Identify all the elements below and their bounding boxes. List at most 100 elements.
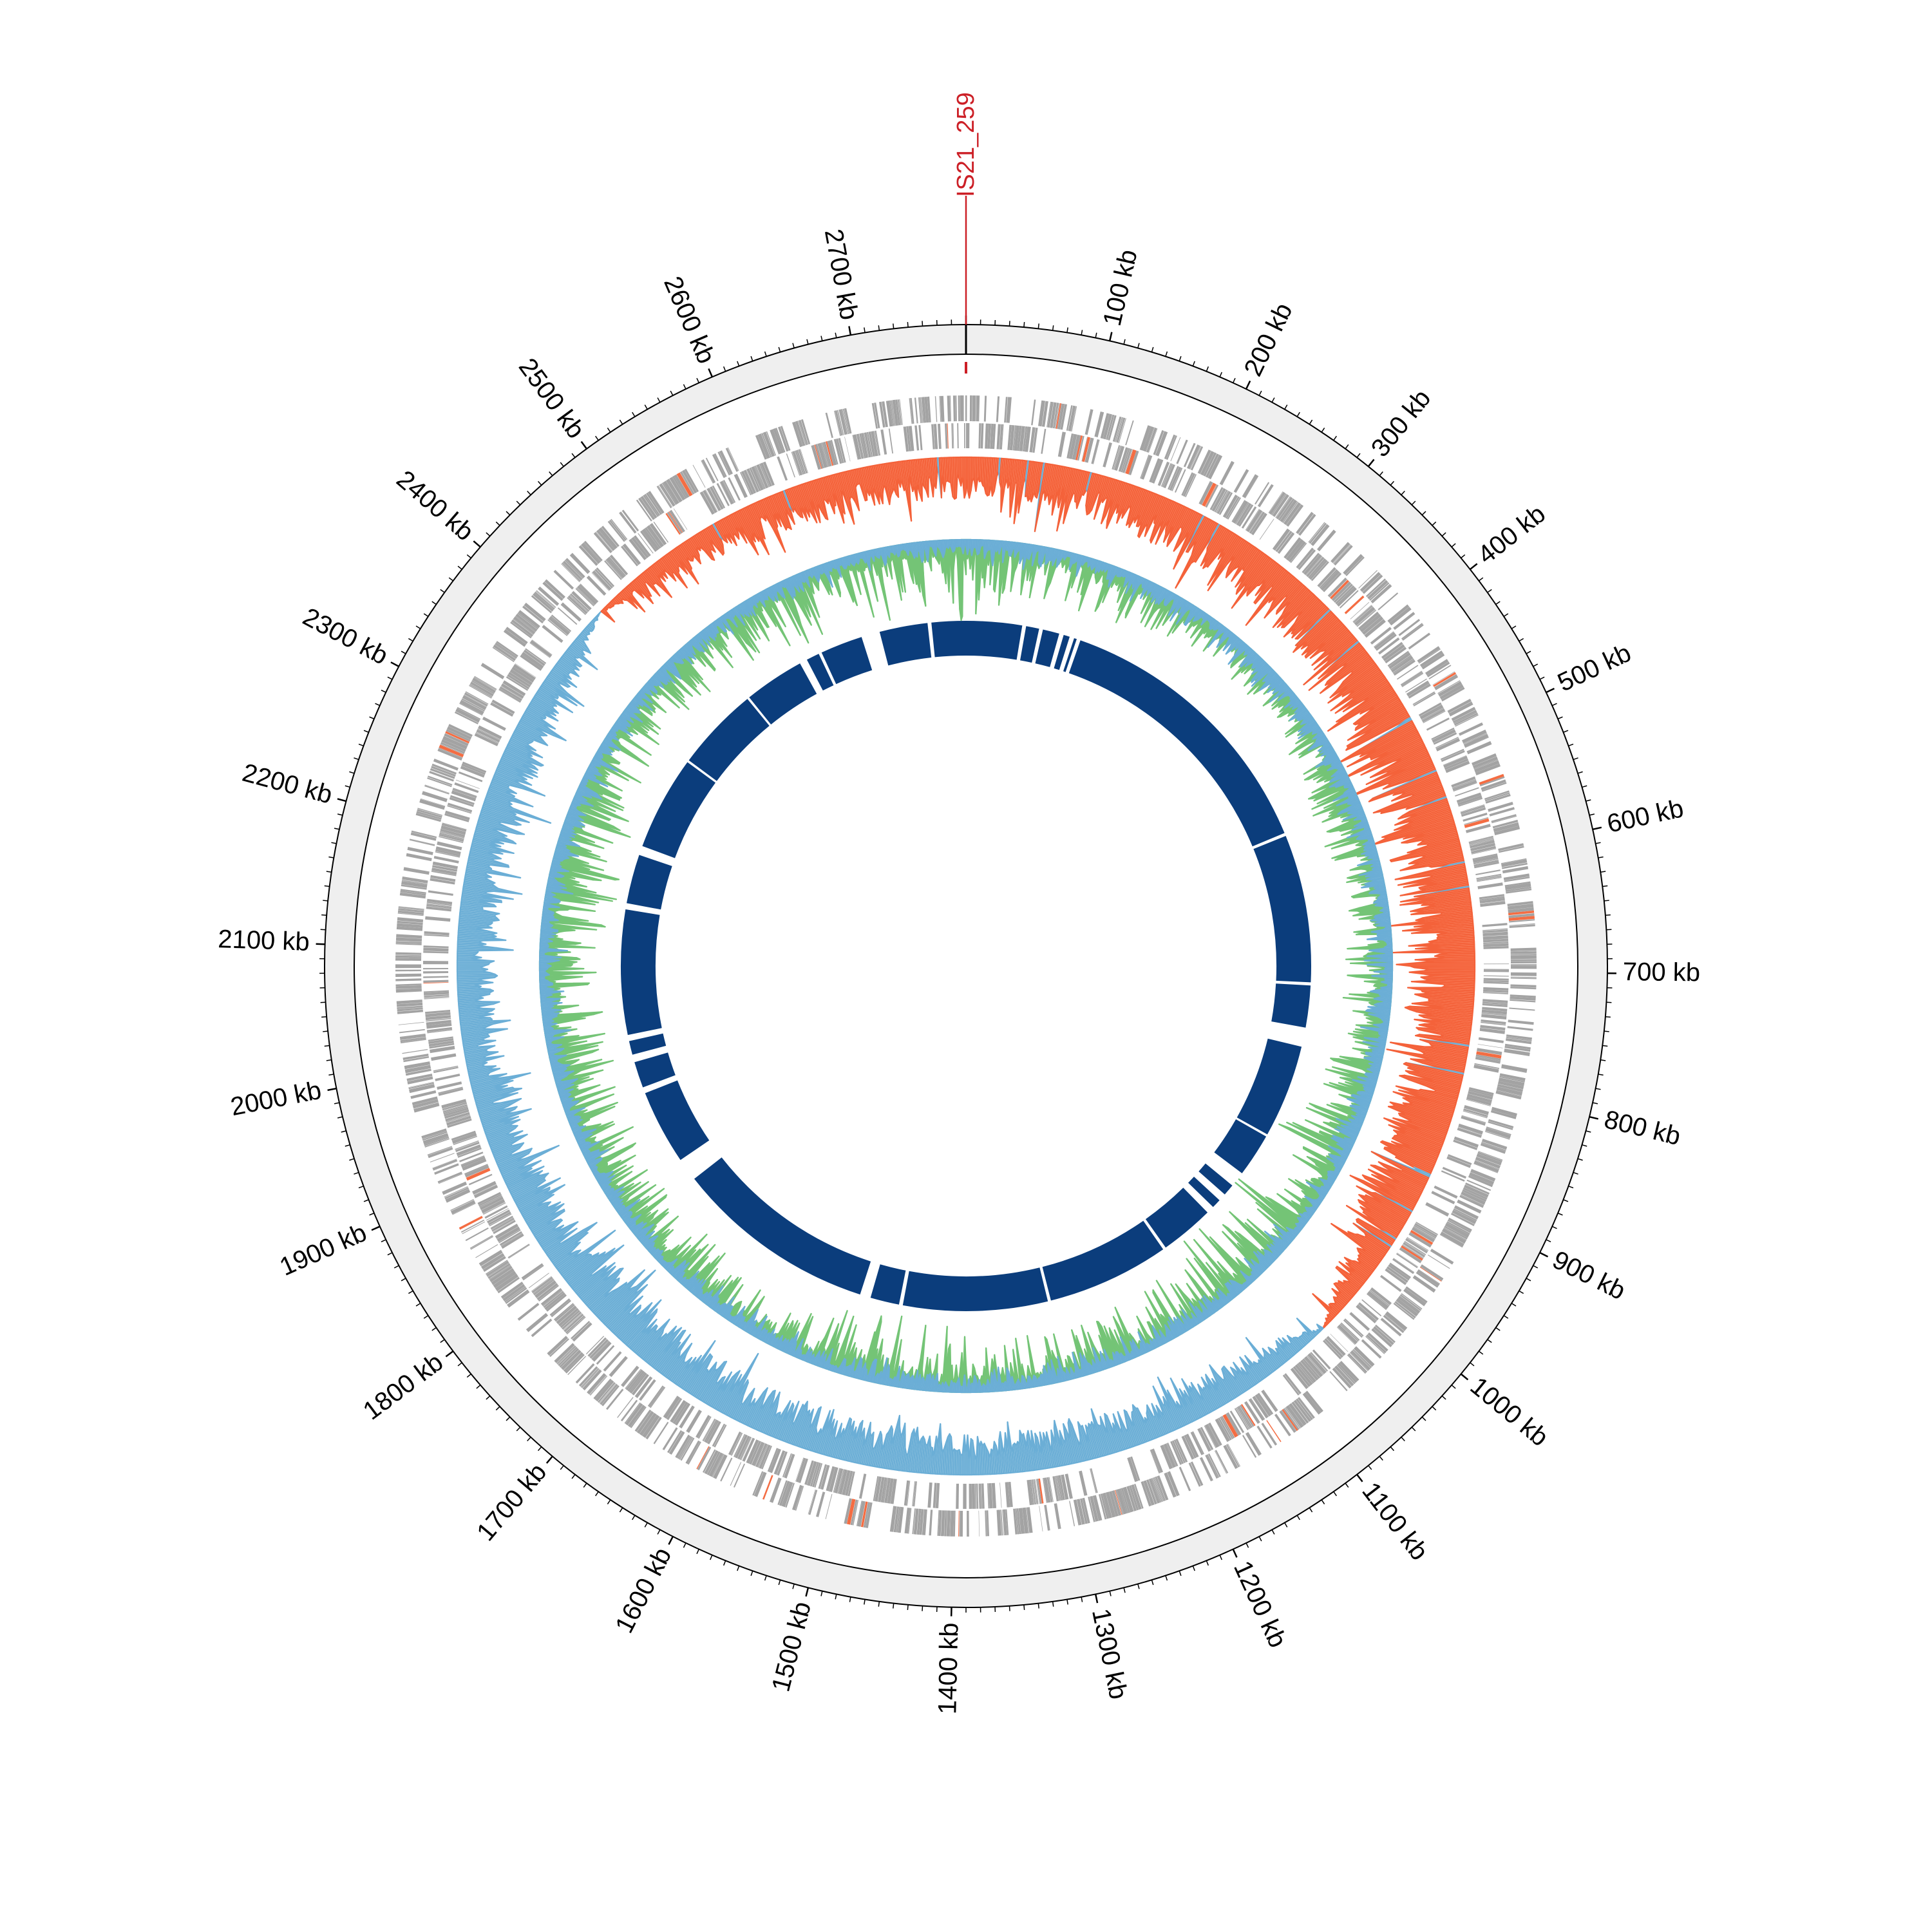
cds-feature [1340, 1323, 1359, 1342]
cds-feature [1481, 1014, 1507, 1020]
cds-feature [1406, 1238, 1428, 1253]
cds-feature [1402, 624, 1424, 641]
cds-feature [521, 1263, 544, 1280]
cds-feature [423, 990, 449, 993]
minor-tick [1533, 1265, 1539, 1269]
cds-feature [544, 1292, 565, 1311]
cds-feature [1481, 1142, 1506, 1151]
cds-feature [696, 1446, 710, 1470]
cds-feature [1404, 1240, 1426, 1255]
cds-feature [433, 1065, 459, 1072]
cds-feature [1481, 779, 1506, 791]
cds-feature [825, 1493, 833, 1519]
cds-feature [447, 1118, 472, 1128]
cds-feature [1235, 502, 1249, 524]
cds-feature [956, 1483, 959, 1509]
cds-feature [1434, 674, 1459, 690]
minor-tick [408, 1290, 413, 1294]
cds-feature [1311, 524, 1330, 546]
minor-tick [657, 1530, 661, 1535]
cds-feature [426, 1027, 452, 1032]
cds-feature [1115, 417, 1124, 442]
cds-feature [1242, 474, 1258, 498]
cds-feature [586, 575, 607, 596]
cds-feature [859, 433, 866, 459]
cds-feature [1472, 756, 1498, 769]
cds-feature [1036, 1479, 1042, 1504]
cds-feature [1482, 1003, 1508, 1007]
cds-feature [1477, 882, 1503, 889]
cds-feature [589, 1375, 607, 1396]
cds-feature [424, 934, 450, 937]
cds-feature [1506, 1034, 1532, 1040]
cds-feature [1121, 448, 1130, 473]
cds-feature [1336, 1327, 1356, 1345]
cds-feature [846, 1499, 856, 1525]
minor-tick [1605, 914, 1611, 916]
cds-feature [1046, 401, 1051, 428]
cds-feature [601, 526, 620, 547]
minor-tick [516, 1426, 521, 1432]
cds-feature [431, 1053, 457, 1061]
cds-feature [430, 878, 455, 885]
minor-tick [369, 716, 375, 719]
cds-feature [1171, 1440, 1184, 1464]
cds-feature [649, 1386, 665, 1408]
minor-tick [1390, 480, 1395, 486]
cds-feature [820, 442, 829, 468]
cds-feature [636, 499, 652, 522]
cds-feature [1311, 561, 1329, 582]
cds-feature [996, 424, 1001, 450]
cds-feature [1175, 1438, 1188, 1463]
cds-feature [1209, 487, 1224, 511]
cds-feature [1389, 1262, 1411, 1279]
cds-feature [430, 768, 455, 779]
cds-feature [1383, 644, 1405, 661]
cds-feature [1208, 1453, 1221, 1477]
cds-feature [1418, 702, 1442, 717]
cds-feature [1279, 1410, 1296, 1433]
cds-feature [708, 1452, 724, 1477]
cds-feature [1303, 1358, 1321, 1378]
cds-feature [1470, 1169, 1496, 1182]
cds-feature [838, 409, 848, 435]
cds-feature [916, 1508, 922, 1535]
cds-feature [1480, 901, 1506, 907]
cds-feature [593, 1378, 612, 1400]
cds-feature [598, 1382, 616, 1403]
cds-feature [569, 595, 588, 613]
cds-feature [591, 573, 609, 591]
cds-feature [1468, 1090, 1493, 1100]
cds-feature [1285, 1407, 1301, 1429]
cds-feature [1482, 928, 1508, 931]
cds-feature [1112, 416, 1122, 442]
cds-feature [1114, 1490, 1122, 1515]
cds-feature [912, 1481, 916, 1506]
cds-feature [426, 902, 452, 906]
cds-feature [1061, 1474, 1069, 1500]
cds-feature [1082, 437, 1090, 462]
minor-tick [595, 435, 599, 441]
minor-tick [1009, 321, 1010, 327]
cds-feature [403, 867, 430, 875]
cds-feature [717, 451, 730, 476]
cds-feature [1356, 610, 1377, 627]
cds-feature [704, 1450, 719, 1475]
cds-feature [751, 466, 764, 491]
minor-tick [326, 871, 332, 873]
minor-tick [476, 1385, 481, 1389]
cds-feature [918, 397, 922, 423]
minor-tick [1052, 1601, 1054, 1607]
cds-feature [399, 1034, 426, 1040]
cds-feature [1435, 737, 1461, 752]
cds-feature [540, 1288, 562, 1306]
cds-feature [452, 789, 477, 799]
cds-feature [459, 1216, 483, 1230]
cds-feature [397, 923, 423, 929]
minor-tick [381, 690, 386, 693]
cds-feature [719, 482, 732, 505]
cds-feature [1043, 1477, 1051, 1503]
cds-feature [1433, 732, 1457, 745]
cds-feature [549, 1298, 571, 1316]
cds-feature [833, 1468, 840, 1493]
